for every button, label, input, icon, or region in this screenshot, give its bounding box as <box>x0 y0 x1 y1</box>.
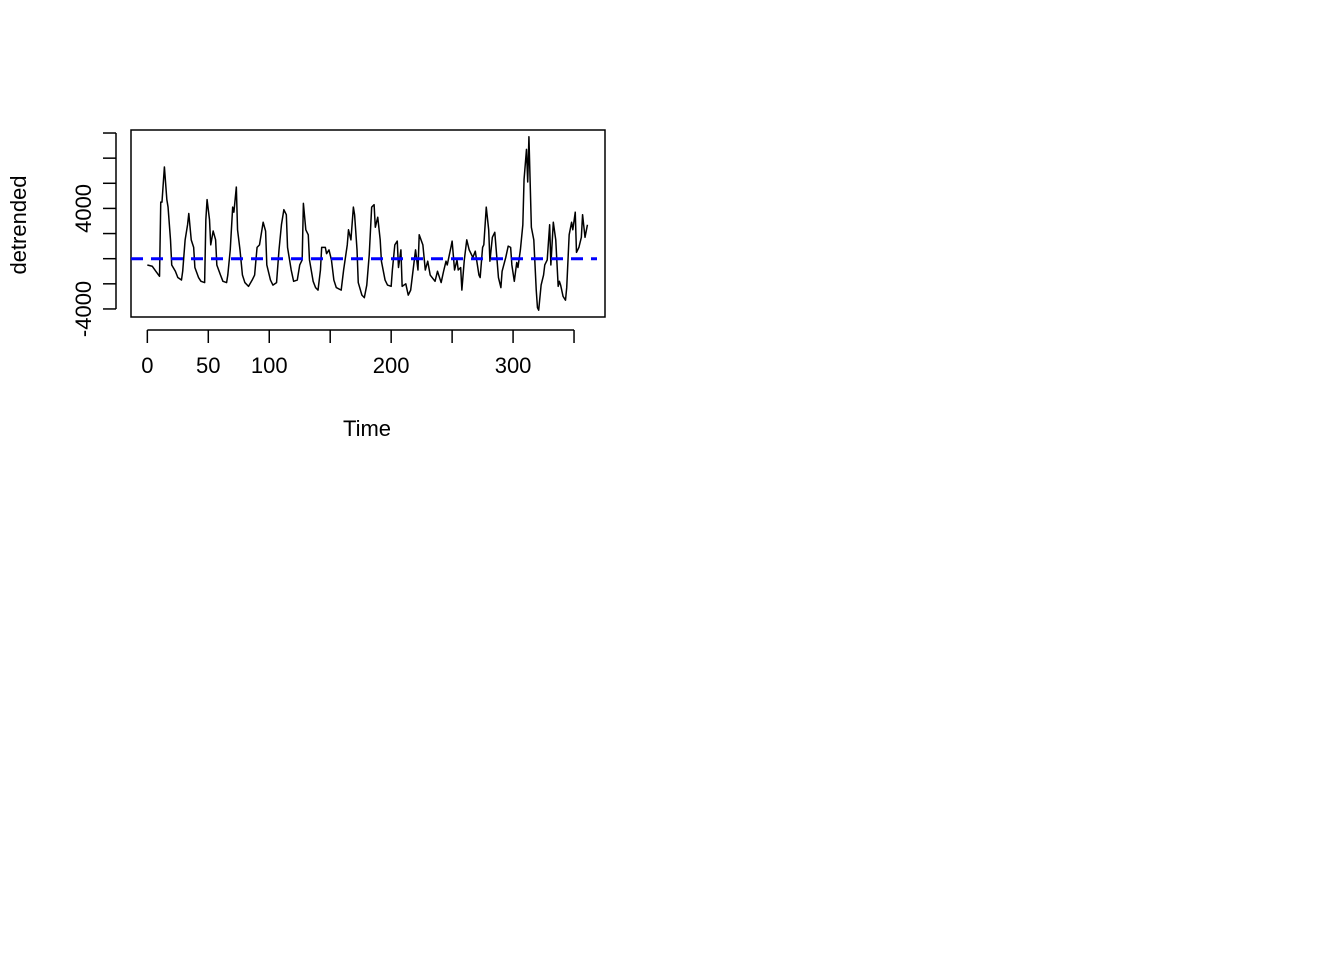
x-tick-label: 200 <box>373 353 410 378</box>
y-tick-label: -4000 <box>71 281 96 337</box>
x-tick-label: 50 <box>196 353 220 378</box>
y-tick-label: 4000 <box>71 184 96 233</box>
x-axis-title: Time <box>343 416 391 441</box>
x-tick-label: 100 <box>251 353 288 378</box>
x-tick-label: 0 <box>141 353 153 378</box>
series-line <box>147 136 589 311</box>
y-axis-title: detrended <box>6 175 31 274</box>
x-tick-label: 300 <box>495 353 532 378</box>
plot-box <box>130 129 606 318</box>
